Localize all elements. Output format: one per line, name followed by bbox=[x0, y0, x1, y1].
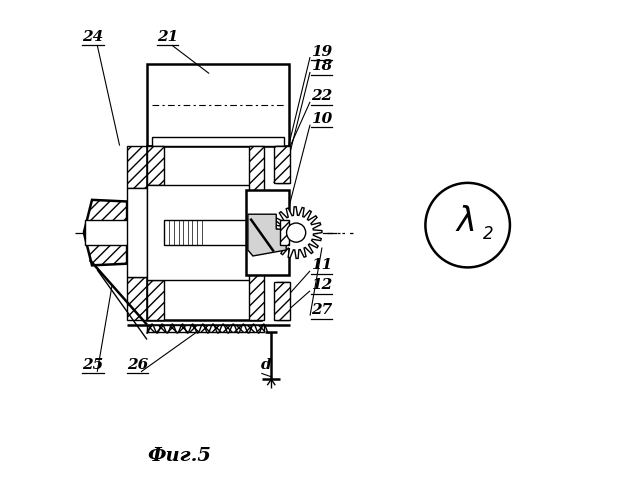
Text: 18: 18 bbox=[311, 60, 333, 74]
Bar bbox=[249, 208, 264, 258]
Bar bbox=[276, 282, 289, 320]
Bar bbox=[280, 220, 289, 245]
Text: 24: 24 bbox=[82, 30, 104, 44]
Text: 22: 22 bbox=[311, 90, 333, 104]
Bar bbox=[249, 146, 264, 208]
Bar bbox=[127, 278, 147, 320]
Text: Фиг.5: Фиг.5 bbox=[147, 448, 211, 466]
Bar bbox=[274, 146, 290, 183]
Text: 27: 27 bbox=[311, 303, 333, 317]
Bar bbox=[147, 146, 261, 320]
Bar bbox=[147, 146, 164, 186]
Bar bbox=[85, 220, 129, 245]
Text: 19: 19 bbox=[311, 44, 333, 59]
Bar bbox=[152, 136, 283, 145]
Bar bbox=[147, 186, 261, 280]
Text: 2: 2 bbox=[483, 225, 494, 243]
Text: d: d bbox=[261, 358, 272, 372]
Text: $\lambda$: $\lambda$ bbox=[455, 204, 475, 238]
Bar bbox=[127, 188, 147, 278]
Circle shape bbox=[287, 223, 306, 242]
Text: 10: 10 bbox=[311, 112, 333, 126]
Polygon shape bbox=[248, 214, 286, 256]
Circle shape bbox=[426, 183, 510, 268]
Polygon shape bbox=[84, 200, 127, 266]
Bar bbox=[276, 146, 289, 183]
Bar bbox=[127, 146, 147, 188]
Text: 21: 21 bbox=[157, 30, 178, 44]
Bar bbox=[274, 282, 290, 320]
Bar bbox=[147, 280, 164, 320]
Bar bbox=[164, 220, 249, 245]
Polygon shape bbox=[270, 206, 322, 258]
Bar bbox=[147, 64, 289, 146]
Text: 11: 11 bbox=[311, 258, 333, 272]
Bar bbox=[247, 190, 289, 275]
Text: 26: 26 bbox=[127, 358, 148, 372]
Bar bbox=[147, 325, 264, 332]
Text: 12: 12 bbox=[311, 278, 333, 292]
Text: 25: 25 bbox=[82, 358, 104, 372]
Bar bbox=[249, 258, 264, 320]
